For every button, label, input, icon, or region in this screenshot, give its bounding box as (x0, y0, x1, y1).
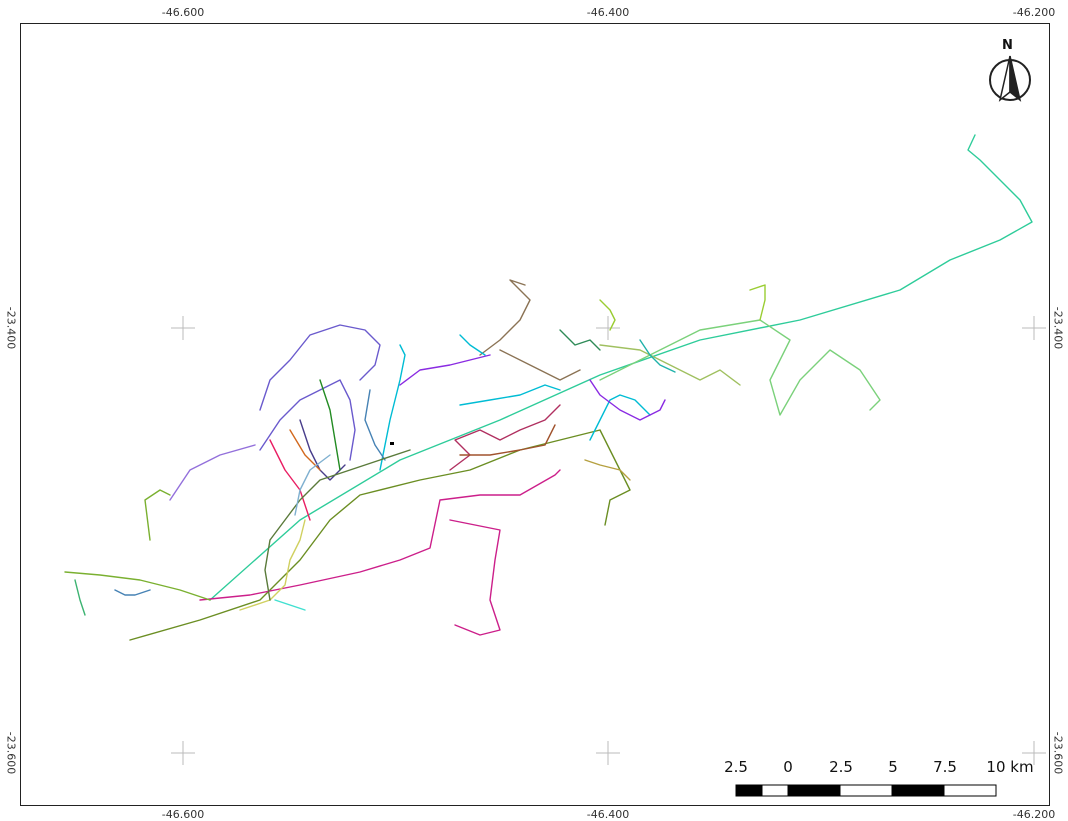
route-line (499, 349, 581, 381)
lat-label-right-1: -23.400 (1051, 306, 1065, 350)
scale-segment (761, 784, 789, 797)
route-line (599, 319, 881, 416)
route-line (449, 519, 501, 636)
route-line (64, 571, 211, 601)
scale-label-5: 7.5 (933, 758, 957, 776)
lon-label-top-2: -46.400 (586, 6, 630, 19)
route-line (129, 429, 631, 641)
route-line (399, 354, 491, 386)
route-line (589, 394, 651, 441)
scale-segment (839, 784, 893, 797)
scale-bar (735, 784, 997, 797)
route-line (449, 404, 561, 471)
scale-segment (735, 784, 763, 797)
lon-label-bottom-3: -46.200 (1012, 808, 1056, 821)
map-canvas[interactable] (20, 23, 1050, 806)
route-line (459, 384, 561, 406)
route-line (379, 344, 406, 471)
route-line (239, 519, 306, 611)
route-line (459, 424, 556, 456)
scale-label-2: 0 (783, 758, 793, 776)
lon-label-top-1: -46.600 (161, 6, 205, 19)
grid-crosses (171, 316, 1046, 765)
route-line (259, 379, 356, 461)
scale-segment (943, 784, 997, 797)
route-line (299, 419, 346, 481)
scale-label-1: 2.5 (724, 758, 748, 776)
lat-label-right-2: -23.600 (1051, 731, 1065, 775)
route-line (169, 444, 256, 501)
scale-label-4: 5 (888, 758, 898, 776)
lon-label-bottom-1: -46.600 (161, 808, 205, 821)
route-line (559, 329, 601, 351)
lon-label-bottom-2: -46.400 (586, 808, 630, 821)
route-line (264, 449, 411, 601)
scale-label-3: 2.5 (829, 758, 853, 776)
north-arrow-icon (989, 55, 1031, 102)
route-line (639, 339, 676, 373)
route-line (749, 284, 766, 321)
lon-label-top-3: -46.200 (1012, 6, 1056, 19)
route-line (294, 454, 331, 516)
route-line (289, 429, 321, 471)
route-line (589, 379, 666, 421)
route-line (584, 459, 631, 481)
lat-label-left-1: -23.400 (4, 306, 18, 350)
route-line (599, 344, 741, 386)
map-frame (20, 23, 1050, 806)
route-network (64, 134, 1033, 641)
route-line (74, 579, 86, 616)
route-line (259, 324, 381, 411)
route-line (199, 469, 561, 601)
route-line (459, 334, 486, 356)
lat-label-left-2: -23.600 (4, 731, 18, 775)
route-line (114, 589, 151, 596)
route-line (209, 134, 1033, 601)
scale-segment (891, 784, 945, 797)
route-line (274, 599, 306, 611)
route-line (364, 389, 386, 461)
route-line (479, 279, 531, 356)
route-line (599, 299, 616, 331)
scale-segment (787, 784, 841, 797)
point-marker (390, 442, 394, 445)
route-line (269, 439, 311, 521)
scale-label-6: 10 km (986, 758, 1034, 776)
route-line (319, 379, 341, 471)
route-line (144, 489, 171, 541)
north-arrow-label: N (1002, 38, 1013, 53)
